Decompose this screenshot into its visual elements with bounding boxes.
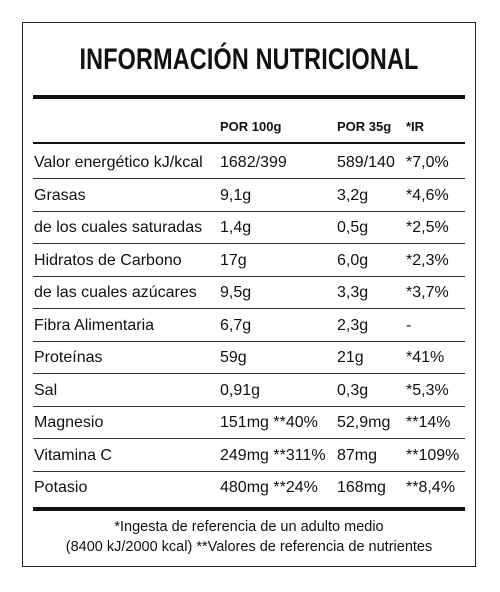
footer-line-2: (8400 kJ/2000 kcal) **Valores de referen… — [65, 539, 433, 555]
value-ir: **8,4% — [406, 479, 455, 496]
nutrient-name: Valor energético kJ/kcal — [34, 154, 203, 171]
table-row: Sal 0,91g 0,3g *5,3% — [33, 375, 465, 407]
row-divider — [33, 178, 465, 179]
row-divider — [33, 405, 465, 407]
row-divider — [33, 308, 465, 309]
value-per-35g: 168mg — [337, 479, 386, 496]
nutrient-name: Sal — [34, 381, 58, 399]
value-ir: *7,0% — [406, 154, 449, 171]
value-per-35g: 21g — [337, 349, 364, 366]
nutrient-name: Potasio — [34, 479, 88, 496]
row-divider — [33, 210, 465, 212]
footer-note: *Ingesta de referencia de un adulto medi… — [23, 517, 475, 557]
value-ir: *41% — [406, 349, 445, 366]
value-per-35g: 6,0g — [337, 251, 369, 269]
table-row: de los cuales saturadas 1,4g 0,5g *2,5% — [33, 212, 465, 244]
value-per-35g: 0,3g — [337, 381, 369, 399]
value-ir: *2,3% — [406, 251, 449, 269]
nutrient-name: de las cuales azúcares — [34, 284, 197, 301]
value-per-100g: 1682/399 — [220, 154, 287, 171]
table-row: de las cuales azúcares 9,5g 3,3g *3,7% — [33, 277, 465, 309]
value-per-35g: 3,3g — [337, 284, 369, 301]
value-per-100g: 9,1g — [220, 186, 252, 204]
value-per-100g: 9,5g — [220, 284, 252, 301]
nutrient-name: Magnesio — [34, 414, 104, 431]
table-row: Grasas 9,1g 3,2g *4,6% — [33, 180, 465, 212]
value-per-100g: 249mg **311% — [220, 446, 326, 464]
row-divider — [33, 438, 465, 439]
value-per-35g: 2,3g — [337, 316, 369, 334]
value-per-100g: 1,4g — [220, 219, 252, 236]
value-per-35g: 589/140 — [337, 154, 395, 171]
table-row: Valor energético kJ/kcal 1682/399 589/140 *… — [33, 147, 465, 179]
value-per-35g: 52,9mg — [337, 414, 391, 431]
nutrient-name: Proteínas — [34, 349, 103, 366]
value-ir: **14% — [406, 414, 451, 431]
value-ir: - — [406, 316, 412, 334]
value-per-100g: 0,91g — [220, 381, 261, 399]
row-divider — [33, 243, 465, 244]
footer-line-1: *Ingesta de referencia de un adulto medi… — [114, 519, 384, 535]
value-ir: *4,6% — [406, 186, 449, 204]
row-divider — [33, 275, 465, 277]
value-per-35g: 0,5g — [337, 219, 369, 236]
value-per-35g: 3,2g — [337, 186, 369, 204]
table-row: Vitamina C 249mg **311% 87mg **109% — [33, 440, 465, 472]
row-divider — [33, 340, 465, 342]
header-per-100g: POR 100g — [220, 119, 282, 134]
value-per-100g: 6,7g — [220, 316, 252, 334]
header-divider — [33, 142, 465, 144]
nutrient-name: Vitamina C — [34, 446, 112, 464]
value-ir: *5,3% — [406, 381, 449, 399]
value-per-35g: 87mg — [337, 446, 378, 464]
value-per-100g: 59g — [220, 349, 247, 366]
header-ir: *IR — [406, 119, 425, 134]
row-divider — [33, 470, 465, 472]
nutrient-name: de los cuales saturadas — [34, 219, 203, 236]
nutrient-name: Grasas — [34, 186, 86, 204]
value-ir: **109% — [406, 446, 460, 464]
value-per-100g: 480mg **24% — [220, 479, 318, 496]
table-row: Potasio 480mg **24% 168mg **8,4% — [33, 472, 465, 504]
value-per-100g: 17g — [220, 251, 247, 269]
nutrition-panel: INFORMACIÓN NUTRICIONAL POR 100g POR 35g… — [22, 22, 476, 567]
title-divider — [33, 95, 465, 99]
table-row: Hidratos de Carbono 17g 6,0g *2,3% — [33, 245, 465, 277]
table-row: Fibra Alimentaria 6,7g 2,3g - — [33, 310, 465, 342]
nutrient-name: Hidratos de Carbono — [34, 251, 182, 269]
row-divider — [33, 373, 465, 374]
nutrient-name: Fibra Alimentaria — [34, 316, 155, 334]
value-ir: *2,5% — [406, 219, 449, 236]
table-row: Proteínas 59g 21g *41% — [33, 342, 465, 374]
value-ir: *3,7% — [406, 284, 449, 301]
panel-title: INFORMACIÓN NUTRICIONAL — [79, 43, 419, 76]
header-per-35g: POR 35g — [337, 119, 392, 134]
table-row: Magnesio 151mg **40% 52,9mg **14% — [33, 407, 465, 439]
footer-divider — [33, 507, 465, 511]
value-per-100g: 151mg **40% — [220, 414, 318, 431]
